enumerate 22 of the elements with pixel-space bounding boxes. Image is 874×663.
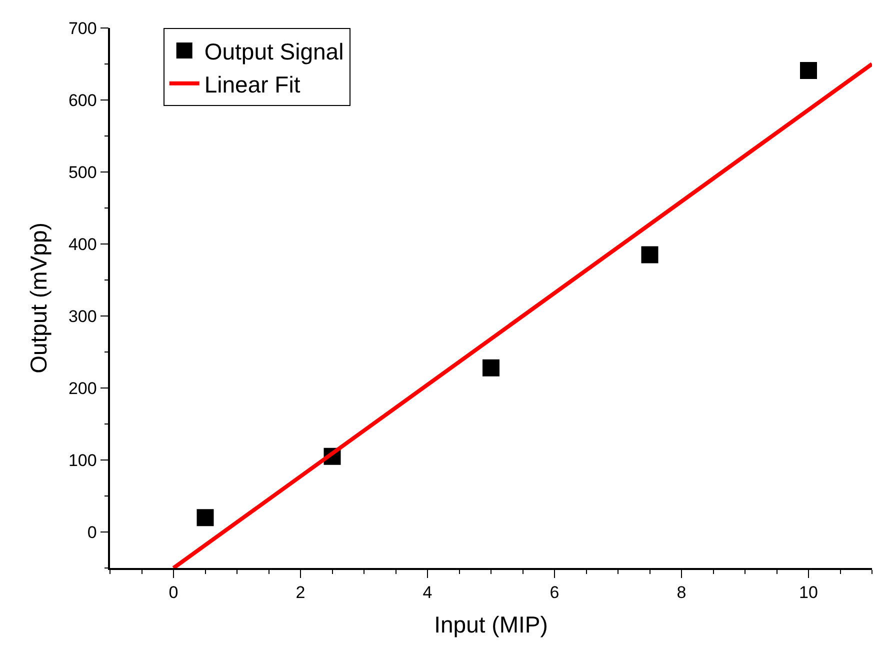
x-axis-title: Input (MIP) bbox=[434, 611, 548, 638]
x-tick-label: 2 bbox=[296, 583, 306, 602]
point bbox=[800, 62, 817, 79]
y-tick-label: 600 bbox=[68, 90, 97, 110]
x-tick-label: 0 bbox=[168, 583, 178, 602]
point bbox=[196, 509, 214, 526]
y-tick-label: 200 bbox=[68, 378, 97, 398]
y-tick-label: 100 bbox=[68, 450, 97, 470]
legend-label: Linear Fit bbox=[204, 71, 301, 98]
point bbox=[482, 359, 500, 376]
point bbox=[641, 246, 658, 264]
y-tick-label: 300 bbox=[68, 306, 97, 326]
y-axis-title: Output (mVpp) bbox=[25, 222, 52, 374]
x-tick-label: 6 bbox=[550, 583, 560, 602]
y-tick-label: 400 bbox=[68, 234, 97, 254]
x-tick-label: 8 bbox=[676, 583, 686, 602]
x-tick-label: 10 bbox=[799, 583, 818, 602]
legend-label: Output Signal bbox=[204, 38, 344, 64]
y-tick-label: 700 bbox=[68, 18, 97, 38]
y-tick-label: 500 bbox=[68, 162, 97, 182]
y-tick-label: 0 bbox=[87, 522, 97, 542]
x-tick-label: 4 bbox=[422, 583, 432, 602]
